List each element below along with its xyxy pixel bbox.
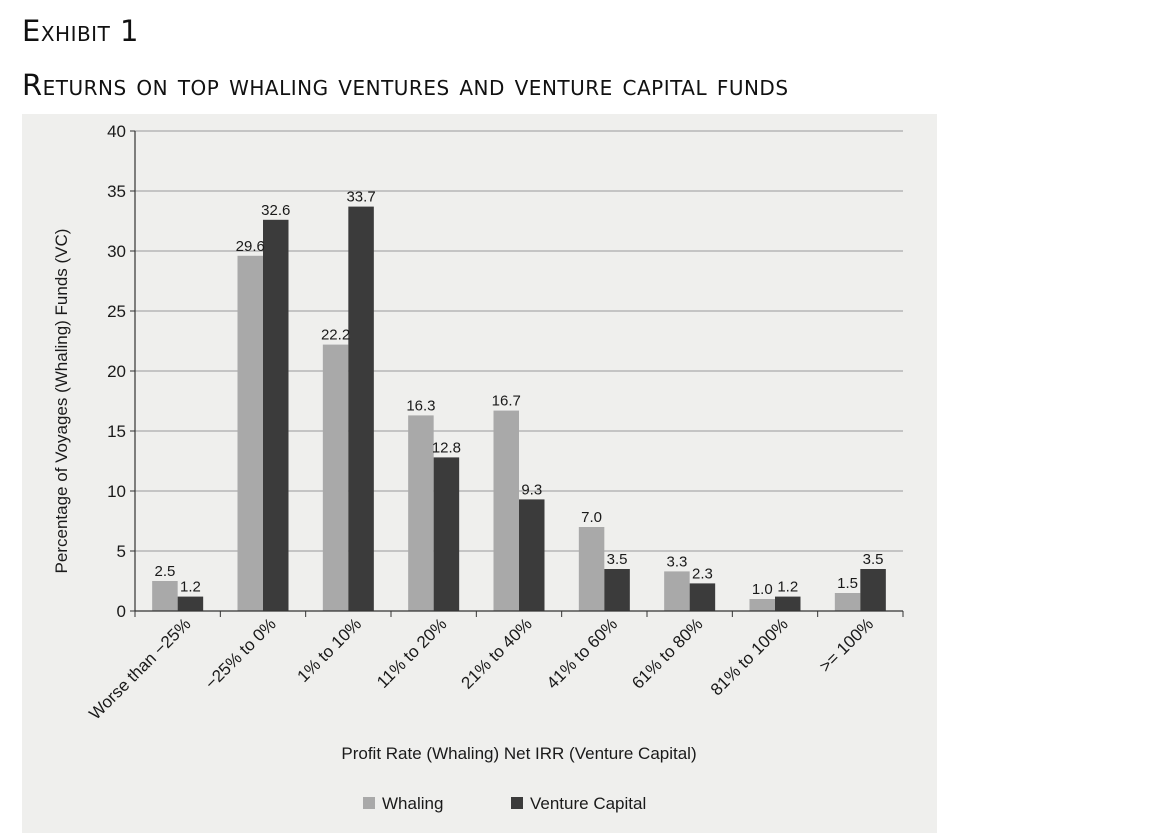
x-tick-label: >= 100% [816, 614, 878, 676]
venture-capital-value-label: 1.2 [777, 579, 798, 596]
legend-label-venture-capital: Venture Capital [530, 794, 646, 813]
y-tick-label: 30 [107, 242, 126, 261]
chart-panel: 0 5 10 15 20 25 30 35 40 2.5 29.6 22.2 16.3 16.7 7.0 3… [22, 114, 937, 833]
y-tick-label: 5 [117, 542, 126, 561]
venture-capital-bar [604, 569, 630, 611]
x-axis-ticks: Worse than −25% −25% to 0% 1% to 10% 11% to… [85, 611, 904, 723]
y-tick-label: 0 [117, 602, 126, 621]
x-tick-label: 41% to 60% [543, 614, 621, 692]
venture-capital-bar [348, 206, 374, 611]
whaling-bar [578, 527, 605, 611]
venture-capital-value-label: 9.3 [521, 481, 542, 498]
whaling-bar [237, 255, 263, 612]
venture-capital-value-label: 3.5 [863, 551, 884, 568]
y-tick-label: 25 [107, 302, 126, 321]
venture-capital-value-label: 1.2 [180, 579, 201, 596]
whaling-value-label: 16.3 [406, 397, 435, 414]
whaling-bar [322, 344, 349, 611]
y-tick-label: 15 [107, 422, 126, 441]
y-tick-label: 40 [107, 122, 126, 141]
whaling-value-label: 7.0 [581, 509, 602, 526]
y-tick-label: 10 [107, 482, 126, 501]
y-axis-ticks: 0 5 10 15 20 25 30 35 40 [107, 122, 135, 621]
legend-swatch-venture-capital [511, 797, 523, 809]
bars [152, 206, 886, 612]
whaling-value-label: 1.5 [837, 575, 858, 592]
legend-swatch-whaling [363, 797, 375, 809]
exhibit-label: Exhibit 1 [22, 14, 139, 48]
y-tick-label: 20 [107, 362, 126, 381]
whaling-bar [664, 571, 690, 611]
whaling-bar [493, 410, 519, 611]
bar-chart: 0 5 10 15 20 25 30 35 40 2.5 29.6 22.2 16.3 16.7 7.0 3… [52, 122, 904, 813]
x-tick-label: −25% to 0% [201, 614, 280, 693]
whaling-bar [152, 581, 178, 611]
venture-capital-bar [433, 457, 460, 611]
venture-capital-bar [689, 583, 716, 611]
venture-capital-value-label: 12.8 [432, 439, 461, 456]
venture-capital-bar [263, 219, 289, 612]
venture-capital-value-label: 33.7 [346, 189, 375, 206]
axes [134, 131, 903, 612]
x-tick-label: Worse than −25% [85, 614, 194, 723]
whaling-value-label: 29.6 [236, 238, 265, 255]
venture-capital-bar [775, 596, 801, 611]
venture-capital-value-label: 2.3 [692, 565, 713, 582]
y-axis-label: Percentage of Voyages (Whaling) Funds (V… [52, 229, 71, 574]
venture-capital-bar [519, 499, 545, 611]
whaling-value-label: 2.5 [154, 563, 175, 580]
venture-capital-bar [177, 596, 204, 611]
bar-value-labels: 2.5 29.6 22.2 16.3 16.7 7.0 3.3 1.0 1.5 1.2 32.6 33… [154, 189, 883, 598]
y-tick-label: 35 [107, 182, 126, 201]
x-tick-label: 1% to 10% [294, 614, 366, 686]
venture-capital-bar [860, 569, 886, 611]
whaling-value-label: 16.7 [492, 393, 521, 410]
venture-capital-value-label: 32.6 [261, 202, 290, 219]
chart-title: Returns on top whaling ventures and vent… [22, 68, 789, 102]
whaling-bar [834, 593, 861, 611]
whaling-bar [749, 599, 775, 611]
whaling-bar [408, 415, 434, 611]
venture-capital-value-label: 3.5 [607, 551, 628, 568]
x-axis-label: Profit Rate (Whaling) Net IRR (Venture C… [341, 744, 696, 763]
x-tick-label: 11% to 20% [373, 614, 450, 691]
x-tick-label: 61% to 80% [628, 614, 706, 692]
legend: Whaling Venture Capital [363, 794, 646, 813]
x-tick-label: 21% to 40% [458, 614, 536, 692]
whaling-value-label: 3.3 [666, 553, 687, 570]
whaling-value-label: 22.2 [321, 327, 350, 344]
legend-label-whaling: Whaling [382, 794, 443, 813]
whaling-value-label: 1.0 [752, 581, 773, 598]
x-tick-label: 81% to 100% [707, 614, 792, 699]
